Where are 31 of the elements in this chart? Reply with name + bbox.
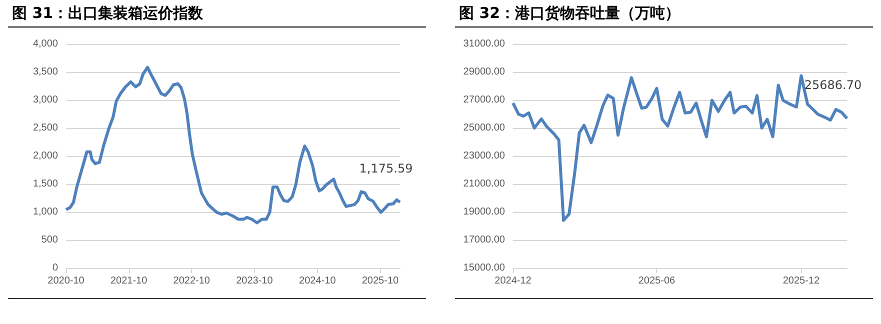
x-tick-label: 2021-10 (110, 276, 148, 286)
y-tick-label: 4,000 (32, 38, 58, 50)
chart-title: 图 32：港口货物吞吐量（万吨） (455, 0, 873, 28)
x-tick-label: 2023-10 (236, 276, 274, 286)
y-tick-label: 15000.00 (463, 262, 506, 274)
chart-title: 图 31：出口集装箱运价指数 (8, 0, 426, 28)
y-tick-label: 27000.00 (463, 94, 506, 106)
y-tick-label: 1,000 (32, 206, 58, 218)
x-tick-label: 2025-12 (782, 276, 820, 286)
y-tick-label: 3,500 (32, 66, 58, 78)
y-tick-label: 2,500 (32, 122, 58, 134)
y-tick-label: 21000.00 (463, 178, 506, 190)
y-tick-label: 500 (41, 234, 58, 246)
y-tick-label: 25000.00 (463, 122, 506, 134)
y-tick-label: 17000.00 (463, 234, 506, 246)
y-tick-label: 19000.00 (463, 206, 506, 218)
annotation: 1,175.59 (359, 162, 413, 176)
x-tick-label: 2024-10 (299, 276, 336, 286)
y-tick-label: 2,000 (32, 150, 58, 162)
y-tick-label: 1,500 (32, 178, 58, 190)
x-tick-label: 2025-06 (638, 276, 676, 286)
y-tick-label: 29000.00 (463, 66, 506, 78)
y-tick-label: 23000.00 (463, 150, 506, 162)
x-tick-label: 2025-10 (362, 276, 399, 286)
annotation: 25686.70 (804, 78, 862, 92)
y-tick-label: 31000.00 (463, 38, 506, 50)
y-tick-label: 3,000 (32, 94, 58, 106)
x-tick-label: 2020-10 (48, 276, 85, 286)
y-tick-label: 0 (52, 262, 58, 274)
x-tick-label: 2022-10 (173, 276, 210, 286)
x-tick-label: 2024-12 (494, 276, 532, 286)
